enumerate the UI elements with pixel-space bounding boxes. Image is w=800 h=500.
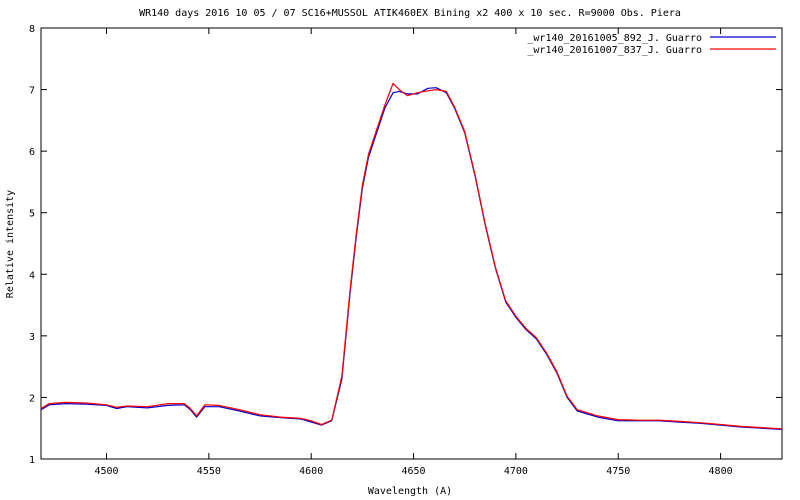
y-tick-label: 1 (29, 455, 35, 466)
legend: _wr140_20161005_892_J. Guarro_wr140_2016… (527, 33, 776, 56)
y-tick-label: 7 (29, 86, 35, 97)
y-tick-label: 2 (29, 393, 35, 404)
axes: 4500 4550 4600 4650 4700 4750 4800 1 2 3 4 5 6 7 8 (29, 24, 782, 477)
y-tick-label: 3 (29, 332, 35, 343)
series-layer (40, 82, 783, 430)
series-line-1 (40, 87, 783, 430)
y-tick-label: 8 (29, 24, 35, 35)
y-tick-label: 5 (29, 209, 35, 220)
x-tick-label: 4650 (402, 466, 426, 477)
series-line-2 (40, 82, 783, 430)
plot-frame (40, 27, 783, 460)
y-tick-label: 4 (29, 270, 35, 281)
x-tick-label: 4550 (197, 466, 221, 477)
x-tick-label: 4700 (504, 466, 528, 477)
x-tick-label: 4800 (709, 466, 733, 477)
x-axis-label: Wavelength (A) (368, 486, 452, 497)
x-tick-label: 4750 (606, 466, 630, 477)
x-tick-label: 4500 (94, 466, 118, 477)
legend-label-1: _wr140_20161005_892_J. Guarro (527, 33, 702, 44)
chart-title: WR140 days 2016 10 05 / 07 SC16+MUSSOL A… (139, 8, 681, 19)
legend-label-2: _wr140_20161007_837_J. Guarro (527, 45, 702, 56)
x-tick-label: 4600 (299, 466, 323, 477)
y-axis-label: Relative intensity (5, 190, 16, 298)
y-tick-label: 6 (29, 147, 35, 158)
